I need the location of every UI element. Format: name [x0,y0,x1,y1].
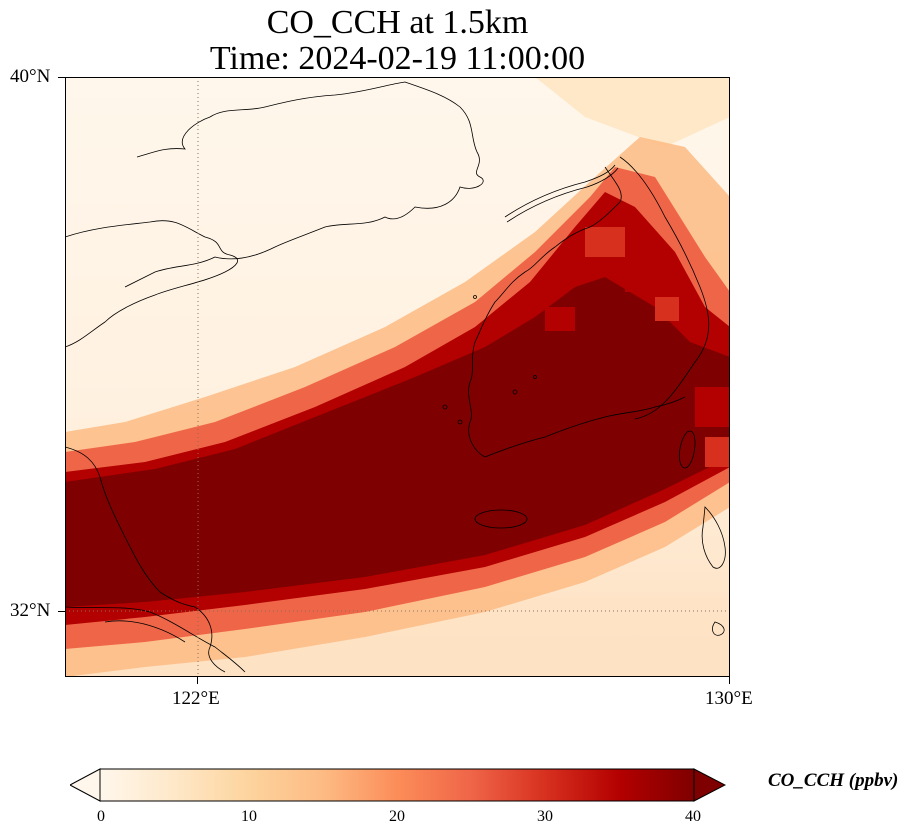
colorbar-label: CO_CCH (ppbv) [768,770,899,791]
plume-patch [695,387,730,427]
plume-patch [655,297,679,321]
map-border [65,77,730,677]
plume-patch [545,307,575,331]
lat-tick-mark [58,611,65,612]
plume-patch [625,267,655,292]
lat-tick-mark [58,77,65,78]
plume-saturated [65,277,730,607]
colorbar [68,768,727,802]
plume-patch [585,227,625,257]
colorbar-tick-30: 30 [537,808,553,825]
colorbar-tick-10: 10 [241,808,257,825]
colorbar-gradient [99,768,695,802]
colorbar-extend-max [693,768,727,802]
colorbar-tick-0: 0 [97,808,105,825]
plume-patch [705,437,730,467]
lon-tick-label-130e: 130°E [705,688,753,709]
gridlines [65,77,730,677]
lon-tick-mark [197,677,198,684]
colorbar-tick-40: 40 [685,808,701,825]
lon-tick-mark [729,677,730,684]
map-title-line1: CO_CCH at 1.5km [266,4,529,41]
coastlines [64,81,726,673]
concentration-map [64,77,730,677]
field-ne-band [535,77,730,147]
map-panel [64,77,730,677]
colorbar-tick-20: 20 [389,808,405,825]
lat-tick-label-32n: 32°N [10,600,51,621]
colorbar-extend-min [68,768,101,802]
plume-patch [585,332,613,354]
map-title-line2: Time: 2024-02-19 11:00:00 [209,40,586,77]
lat-tick-label-40n: 40°N [10,66,51,87]
lon-tick-label-122e: 122°E [172,688,220,709]
